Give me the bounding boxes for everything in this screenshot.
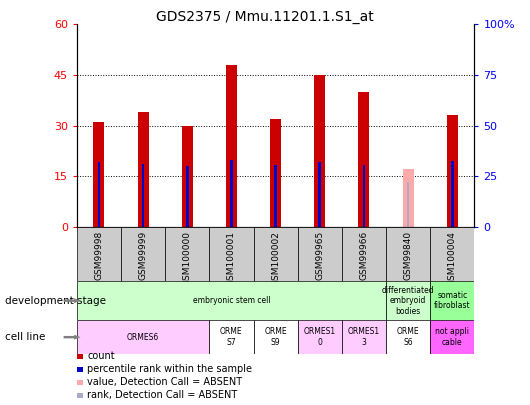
Bar	[93, 122, 104, 227]
Bar	[298, 320, 342, 354]
Text: GSM100001: GSM100001	[227, 231, 236, 286]
Bar	[121, 227, 165, 281]
Text: cell line: cell line	[5, 332, 46, 342]
Text: count: count	[87, 352, 115, 361]
Bar	[142, 164, 144, 227]
Bar	[319, 162, 321, 227]
Text: GSM99999: GSM99999	[139, 231, 147, 280]
Bar	[138, 112, 148, 227]
Text: GSM100002: GSM100002	[271, 231, 280, 286]
Bar	[165, 227, 209, 281]
Text: ORME
S9: ORME S9	[264, 328, 287, 347]
Bar	[430, 281, 474, 320]
Bar	[358, 92, 369, 227]
Text: percentile rank within the sample: percentile rank within the sample	[87, 364, 252, 374]
Bar	[298, 227, 342, 281]
Text: GSM99998: GSM99998	[94, 231, 103, 280]
Bar	[182, 126, 193, 227]
Bar	[98, 162, 100, 227]
Bar	[270, 119, 281, 227]
Text: ORMES6: ORMES6	[127, 333, 159, 342]
Bar	[407, 182, 410, 227]
Text: ORME
S6: ORME S6	[397, 328, 419, 347]
Text: embryonic stem cell: embryonic stem cell	[192, 296, 270, 305]
Bar	[230, 160, 233, 227]
Bar	[253, 320, 298, 354]
Bar	[186, 166, 189, 227]
Text: GDS2375 / Mmu.11201.1.S1_at: GDS2375 / Mmu.11201.1.S1_at	[156, 10, 374, 24]
Bar	[403, 169, 413, 227]
Text: development stage: development stage	[5, 296, 107, 306]
Bar	[226, 65, 237, 227]
Text: GSM99966: GSM99966	[359, 231, 368, 280]
Bar	[77, 281, 386, 320]
Text: rank, Detection Call = ABSENT: rank, Detection Call = ABSENT	[87, 390, 237, 400]
Text: not appli
cable: not appli cable	[435, 328, 469, 347]
Bar	[209, 320, 253, 354]
Bar	[342, 227, 386, 281]
Text: value, Detection Call = ABSENT: value, Detection Call = ABSENT	[87, 377, 243, 387]
Text: ORMES1
0: ORMES1 0	[304, 328, 336, 347]
Bar	[253, 227, 298, 281]
Bar	[209, 227, 253, 281]
Bar	[275, 165, 277, 227]
Text: GSM99840: GSM99840	[404, 231, 412, 280]
Bar	[386, 281, 430, 320]
Bar	[77, 320, 209, 354]
Text: ORMES1
3: ORMES1 3	[348, 328, 380, 347]
Text: differentiated
embryoid
bodies: differentiated embryoid bodies	[382, 286, 435, 315]
Text: GSM100004: GSM100004	[448, 231, 457, 286]
Bar	[386, 320, 430, 354]
Bar	[430, 227, 474, 281]
Text: ORME
S7: ORME S7	[220, 328, 243, 347]
Text: somatic
fibroblast: somatic fibroblast	[434, 291, 471, 310]
Bar	[451, 161, 454, 227]
Bar	[314, 75, 325, 227]
Bar	[447, 115, 458, 227]
Bar	[386, 227, 430, 281]
Text: GSM100000: GSM100000	[183, 231, 192, 286]
Bar	[77, 227, 121, 281]
Bar	[430, 320, 474, 354]
Text: GSM99965: GSM99965	[315, 231, 324, 280]
Bar	[363, 165, 365, 227]
Bar	[342, 320, 386, 354]
